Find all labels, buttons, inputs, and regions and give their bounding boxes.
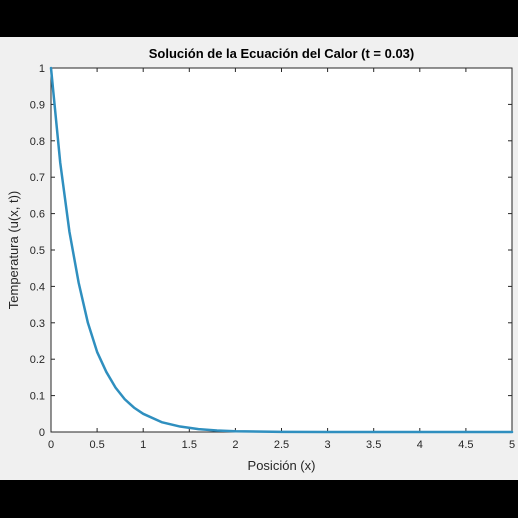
y-tick-label: 0.5 bbox=[30, 245, 45, 257]
x-axis-ticks: 0 0.5 1 1.5 2 2.5 3 3.5 4 4.5 5 bbox=[48, 68, 515, 451]
y-tick-label: 1 bbox=[39, 63, 45, 75]
x-axis-label: Posición (x) bbox=[248, 458, 316, 473]
y-tick-label: 0.3 bbox=[30, 318, 45, 330]
y-tick-label: 0.9 bbox=[30, 99, 45, 111]
heat-equation-chart: 0 0.5 1 1.5 2 2.5 3 3.5 4 4.5 5 0 0.1 0.2 0.3 0.4 0.5 0.… bbox=[6, 46, 515, 473]
x-tick-label: 4.5 bbox=[458, 439, 473, 451]
y-tick-label: 0 bbox=[39, 427, 45, 439]
x-tick-label: 5 bbox=[509, 439, 515, 451]
y-tick-label: 0.6 bbox=[30, 209, 45, 221]
y-tick-label: 0.7 bbox=[30, 172, 45, 184]
y-axis-ticks: 0 0.1 0.2 0.3 0.4 0.5 0.6 0.7 0.8 0.9 1 bbox=[30, 63, 512, 439]
x-tick-label: 3 bbox=[325, 439, 331, 451]
plot-area bbox=[50, 67, 513, 433]
y-axis-label: Temperatura (u(x, t)) bbox=[6, 191, 21, 309]
x-tick-label: 1 bbox=[140, 439, 146, 451]
x-tick-label: 2 bbox=[232, 439, 238, 451]
series-layer bbox=[49, 66, 514, 434]
figure-window: 0 0.5 1 1.5 2 2.5 3 3.5 4 4.5 5 0 0.1 0.2 0.3 0.4 0.5 0.… bbox=[0, 37, 518, 480]
x-tick-label: 2.5 bbox=[274, 439, 289, 451]
x-tick-label: 0.5 bbox=[89, 439, 104, 451]
x-tick-label: 0 bbox=[48, 439, 54, 451]
x-tick-label: 3.5 bbox=[366, 439, 381, 451]
series-line bbox=[49, 66, 514, 434]
y-tick-label: 0.2 bbox=[30, 354, 45, 366]
y-tick-label: 0.1 bbox=[30, 391, 45, 403]
chart-title: Solución de la Ecuación del Calor (t = 0… bbox=[149, 46, 414, 61]
y-tick-label: 0.4 bbox=[30, 281, 45, 293]
x-tick-label: 1.5 bbox=[182, 439, 197, 451]
x-tick-label: 4 bbox=[417, 439, 423, 451]
y-tick-label: 0.8 bbox=[30, 136, 45, 148]
